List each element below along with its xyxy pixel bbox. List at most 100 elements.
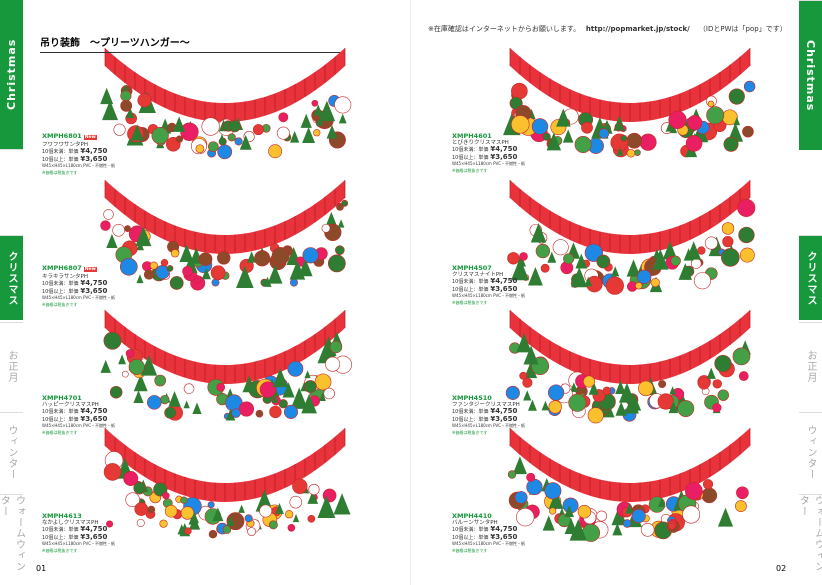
ornament [684, 482, 703, 500]
ornament [287, 360, 304, 377]
tree-ornament [611, 505, 627, 526]
tree-ornament [668, 401, 679, 414]
section-title: 吊り装飾 ～プリーツハンガー～ [40, 34, 340, 53]
stock-url[interactable]: http://popmarket.jp/stock/ [585, 25, 690, 33]
login-note: （IDとPWは「pop」です） [698, 25, 787, 33]
tree-ornament [313, 104, 323, 116]
ornament [505, 385, 520, 400]
price-note: ※価格は税抜きです [42, 547, 78, 553]
ornament [159, 519, 168, 528]
ornament [247, 527, 256, 536]
ornament [227, 133, 236, 142]
ornament [598, 128, 610, 139]
ornament [238, 401, 255, 417]
side-tab: クリスマス [0, 235, 23, 320]
new-badge: New [83, 267, 97, 272]
tree-ornament [658, 497, 666, 508]
ornament [271, 247, 290, 265]
ornament [160, 259, 169, 267]
ornament [701, 487, 718, 504]
tree-ornament [263, 276, 272, 287]
ornament [164, 406, 177, 419]
price-label: 10個以上：単価 [452, 286, 489, 293]
tree-ornament [717, 507, 734, 527]
tree-ornament [275, 503, 284, 514]
ornament [540, 263, 550, 273]
ornament [325, 356, 341, 372]
product-spec: W45×H45×L180cm PVC・不燃性・紙 [452, 423, 526, 428]
ornament [234, 137, 243, 146]
price: ¥3,650 [80, 286, 108, 295]
ornament [175, 135, 184, 143]
ornament [125, 349, 135, 358]
tree-ornament [225, 408, 236, 421]
ornament [169, 276, 184, 290]
ornament [208, 141, 219, 152]
tree-ornament [307, 490, 319, 504]
ornament [119, 257, 138, 276]
ornament [685, 135, 703, 152]
product-info: XMPH6807 New キラキラサンタPH 10個未満：単価 ¥4,750 10個以上：… [42, 265, 122, 308]
tree-ornament [542, 515, 555, 531]
ornament [622, 519, 632, 528]
ornament [268, 520, 278, 530]
tree-ornament [652, 249, 669, 270]
tree-ornament [292, 514, 300, 523]
ornament [605, 276, 624, 295]
price-label: 10個以上：単価 [42, 416, 79, 423]
product-spec: W45×H45×L180cm PVC・不燃性・紙 [452, 541, 526, 546]
ornament [519, 371, 528, 380]
tree-ornament [337, 219, 345, 228]
ornament [531, 118, 549, 135]
product-code: XMPH4701 [42, 394, 82, 402]
price-label: 10個未満：単価 [42, 149, 79, 155]
ornament [162, 492, 170, 500]
ornament [707, 100, 715, 108]
price-label: 10個未満：単価 [452, 279, 489, 285]
side-tab: Christmas [0, 0, 23, 150]
ornament [137, 93, 152, 108]
ornament [635, 282, 643, 290]
product-spec: W45×H45×L180cm PVC・不燃性・紙 [42, 423, 116, 428]
product-code: XMPH4410 [452, 512, 492, 520]
page-number: 01 [36, 564, 47, 573]
ornament [738, 371, 749, 381]
tree-ornament [733, 117, 741, 126]
tree-ornament [523, 390, 532, 401]
price-row: 10個以上：単価 ¥3,650 [452, 533, 532, 542]
price-row: 10個未満：単価 ¥4,750 [452, 408, 532, 416]
price: ¥4,750 [490, 407, 518, 415]
price: ¥4,750 [80, 525, 108, 533]
ornament [563, 253, 575, 265]
price-note: ※価格は税抜きです [42, 169, 78, 175]
ornament [216, 382, 226, 392]
ornament [285, 510, 294, 519]
ornament [136, 518, 145, 527]
ornament [574, 135, 592, 154]
tree-ornament [125, 107, 135, 119]
product-code: XMPH4510 [452, 394, 492, 402]
ornament [269, 405, 282, 419]
ornament [106, 520, 114, 528]
tree-ornament [100, 359, 111, 373]
price-label: 10個以上：単価 [42, 156, 79, 163]
ornament [120, 99, 133, 112]
tree-ornament [511, 257, 529, 281]
ornament [336, 203, 344, 211]
tree-ornament [524, 361, 538, 379]
tree-ornament [571, 267, 588, 288]
price-row: 10個未満：単価 ¥4,750 [42, 280, 122, 288]
ornament [123, 471, 139, 486]
ornament [133, 481, 146, 495]
ornament [335, 245, 345, 255]
price-label: 10個未満：単価 [42, 409, 79, 415]
price-row: 10個以上：単価 ¥3,650 [42, 533, 122, 542]
ornament [323, 387, 335, 400]
ornament [252, 124, 264, 136]
side-tab: Christmas [799, 0, 822, 150]
ornament [166, 265, 174, 272]
ornament [736, 486, 749, 500]
price: ¥3,650 [80, 154, 108, 163]
ornament [313, 129, 321, 137]
ornament [259, 504, 273, 518]
